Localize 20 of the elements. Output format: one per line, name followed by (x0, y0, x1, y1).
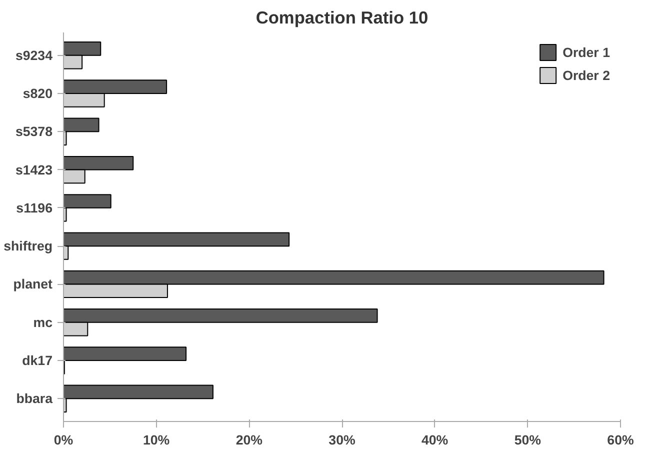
y-tick-label: planet (13, 276, 54, 292)
y-tick-label: s9234 (15, 48, 54, 63)
legend-label: Order 2 (562, 68, 610, 82)
x-tick-label: 0% (54, 432, 74, 448)
y-tick-label: shiftreg (4, 238, 52, 254)
y-tick-label: s820 (22, 86, 53, 102)
x-tick-label: 20% (236, 432, 263, 448)
y-tick-label: s1423 (15, 162, 52, 178)
x-tick-label: 10% (142, 432, 170, 448)
legend-label: Order 1 (562, 44, 610, 60)
y-tick-label: mc (33, 314, 54, 330)
x-tick-label: 50% (514, 432, 542, 448)
y-tick-label: s5378 (15, 124, 52, 140)
y-tick-label: s1196 (16, 200, 52, 216)
x-tick-label: 60% (607, 432, 634, 448)
y-tick-label: dk17 (22, 352, 53, 368)
chart-title: Compaction Ratio 10 (256, 8, 428, 28)
x-tick-label: 40% (421, 432, 448, 448)
y-tick-label: bbara (16, 391, 54, 406)
x-tick-label: 30% (328, 432, 356, 448)
